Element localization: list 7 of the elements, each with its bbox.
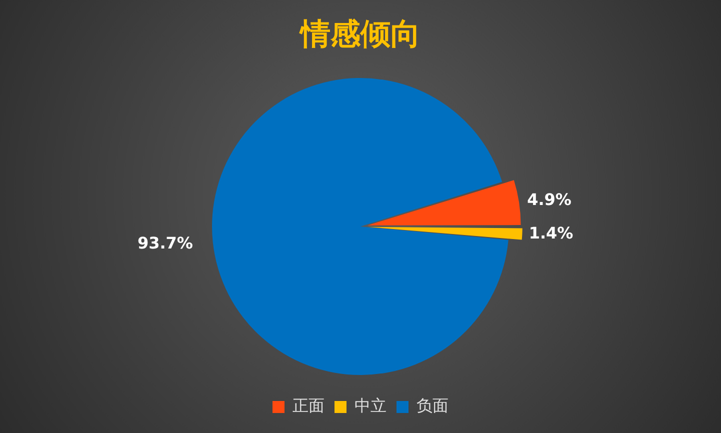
chart-title: 情感倾向 (298, 16, 420, 52)
legend-label: 正面 (292, 396, 324, 416)
legend-label: 中立 (354, 396, 386, 416)
data-label: 1.4% (528, 223, 574, 242)
data-label: 93.7% (137, 234, 193, 253)
legend-label: 负面 (416, 396, 448, 416)
data-label: 4.9% (527, 190, 572, 210)
